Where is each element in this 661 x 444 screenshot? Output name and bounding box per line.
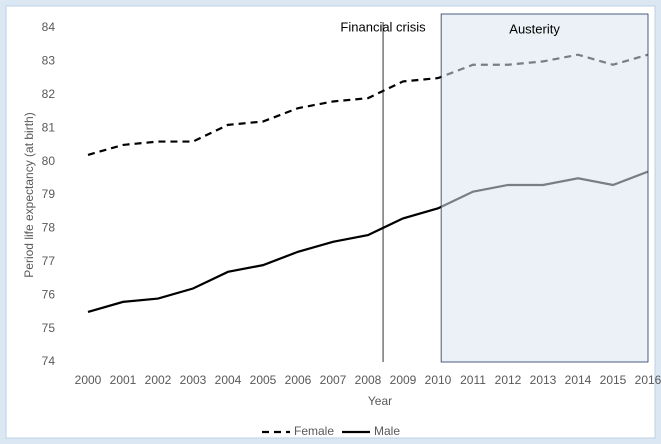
x-tick-label: 2004 — [215, 373, 242, 387]
x-tick-label: 2007 — [320, 373, 347, 387]
y-tick-label: 75 — [42, 321, 56, 335]
y-tick-label: 76 — [42, 287, 56, 301]
y-tick-label: 78 — [42, 221, 56, 235]
x-tick-label: 2013 — [530, 373, 557, 387]
legend-label: Male — [374, 424, 400, 438]
crisis-label: Financial crisis — [340, 19, 426, 34]
x-tick-label: 2015 — [600, 373, 627, 387]
x-tick-label: 2014 — [565, 373, 592, 387]
austerity-label: Austerity — [509, 21, 560, 36]
y-tick-label: 80 — [42, 154, 56, 168]
x-tick-label: 2002 — [145, 373, 172, 387]
x-tick-label: 2010 — [425, 373, 452, 387]
x-tick-label: 2003 — [180, 373, 207, 387]
x-tick-label: 2009 — [390, 373, 417, 387]
x-tick-label: 2001 — [110, 373, 137, 387]
x-tick-label: 2012 — [495, 373, 522, 387]
y-tick-label: 81 — [42, 120, 56, 134]
x-tick-label: 2006 — [285, 373, 312, 387]
x-tick-label: 2008 — [355, 373, 382, 387]
y-tick-label: 77 — [42, 254, 56, 268]
x-tick-label: 2005 — [250, 373, 277, 387]
y-tick-label: 83 — [42, 54, 56, 68]
x-tick-label: 2016 — [635, 373, 661, 387]
y-tick-label: 79 — [42, 187, 56, 201]
legend-label: Female — [294, 424, 334, 438]
y-tick-label: 82 — [42, 87, 56, 101]
y-tick-label: 74 — [42, 354, 56, 368]
austerity-region — [440, 13, 649, 363]
y-tick-label: 84 — [42, 20, 56, 34]
y-axis-title: Period life expectancy (at birth) — [22, 112, 36, 277]
x-tick-label: 2000 — [75, 373, 102, 387]
x-tick-label: 2011 — [460, 373, 486, 387]
x-axis-title: Year — [368, 394, 392, 408]
